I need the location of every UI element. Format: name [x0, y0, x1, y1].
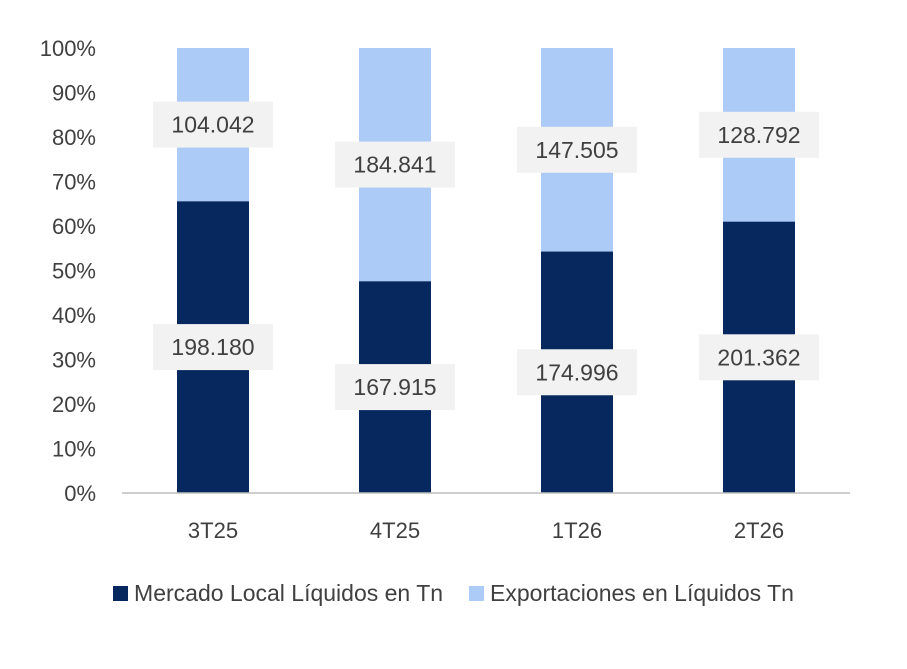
legend-item-mercado-local: Mercado Local Líquidos en Tn [113, 580, 443, 607]
data-label-mercado-local-text: 167.915 [353, 374, 436, 400]
data-label-mercado-local-text: 198.180 [171, 334, 254, 360]
data-label-exportaciones: 104.042 [153, 101, 273, 148]
y-tick-label: 50% [52, 259, 96, 284]
y-tick-label: 80% [52, 125, 96, 150]
data-labels: 198.180 104.042 167.915 184.841 174.996 147.5… [153, 101, 819, 411]
y-tick-label: 40% [52, 303, 96, 328]
data-label-exportaciones-bg [153, 101, 273, 148]
data-label-exportaciones-bg [335, 141, 455, 188]
y-tick-label: 90% [52, 81, 96, 106]
data-label-exportaciones-bg [517, 126, 637, 173]
data-label-exportaciones: 147.505 [517, 126, 637, 173]
data-label-mercado-local-text: 201.362 [717, 344, 800, 370]
data-label-mercado-local: 201.362 [699, 334, 819, 381]
data-label-exportaciones-bg [699, 111, 819, 158]
legend-swatch-mercado-local [113, 586, 129, 601]
y-tick-label: 10% [52, 437, 96, 462]
data-label-mercado-local: 174.996 [517, 349, 637, 396]
data-label-exportaciones-text: 147.505 [535, 137, 618, 163]
y-tick-label: 100% [40, 36, 96, 61]
data-label-mercado-local-text: 174.996 [535, 359, 618, 385]
legend: Mercado Local Líquidos en Tn Exportacion… [0, 580, 907, 607]
y-tick-label: 20% [52, 392, 96, 417]
legend-swatch-exportaciones [469, 586, 485, 601]
legend-item-exportaciones: Exportaciones en Líquidos Tn [469, 580, 794, 607]
y-tick-label: 30% [52, 348, 96, 373]
data-label-mercado-local-bg [517, 349, 637, 396]
data-label-mercado-local: 198.180 [153, 324, 273, 371]
data-label-mercado-local: 167.915 [335, 364, 455, 411]
x-tick-label: 3T25 [188, 518, 238, 543]
legend-label-mercado-local: Mercado Local Líquidos en Tn [134, 580, 444, 606]
x-tick-label: 1T26 [552, 518, 602, 543]
y-tick-label: 0% [64, 481, 96, 506]
x-axis: 3T25 4T25 1T26 2T26 [188, 518, 784, 543]
data-label-exportaciones: 128.792 [699, 111, 819, 158]
data-label-exportaciones: 184.841 [335, 141, 455, 188]
y-tick-label: 70% [52, 170, 96, 195]
data-label-mercado-local-bg [335, 364, 455, 411]
legend-label-exportaciones: Exportaciones en Líquidos Tn [490, 580, 794, 606]
y-axis: 0% 10% 20% 30% 40% 50% 60% 70% 80% 90% 100% [40, 36, 96, 506]
data-label-exportaciones-text: 104.042 [171, 112, 254, 138]
y-tick-label: 60% [52, 214, 96, 239]
x-tick-label: 2T26 [734, 518, 784, 543]
data-label-exportaciones-text: 184.841 [353, 152, 436, 178]
x-tick-label: 4T25 [370, 518, 420, 543]
data-label-mercado-local-bg [699, 334, 819, 381]
data-label-exportaciones-text: 128.792 [717, 122, 800, 148]
data-label-mercado-local-bg [153, 324, 273, 371]
